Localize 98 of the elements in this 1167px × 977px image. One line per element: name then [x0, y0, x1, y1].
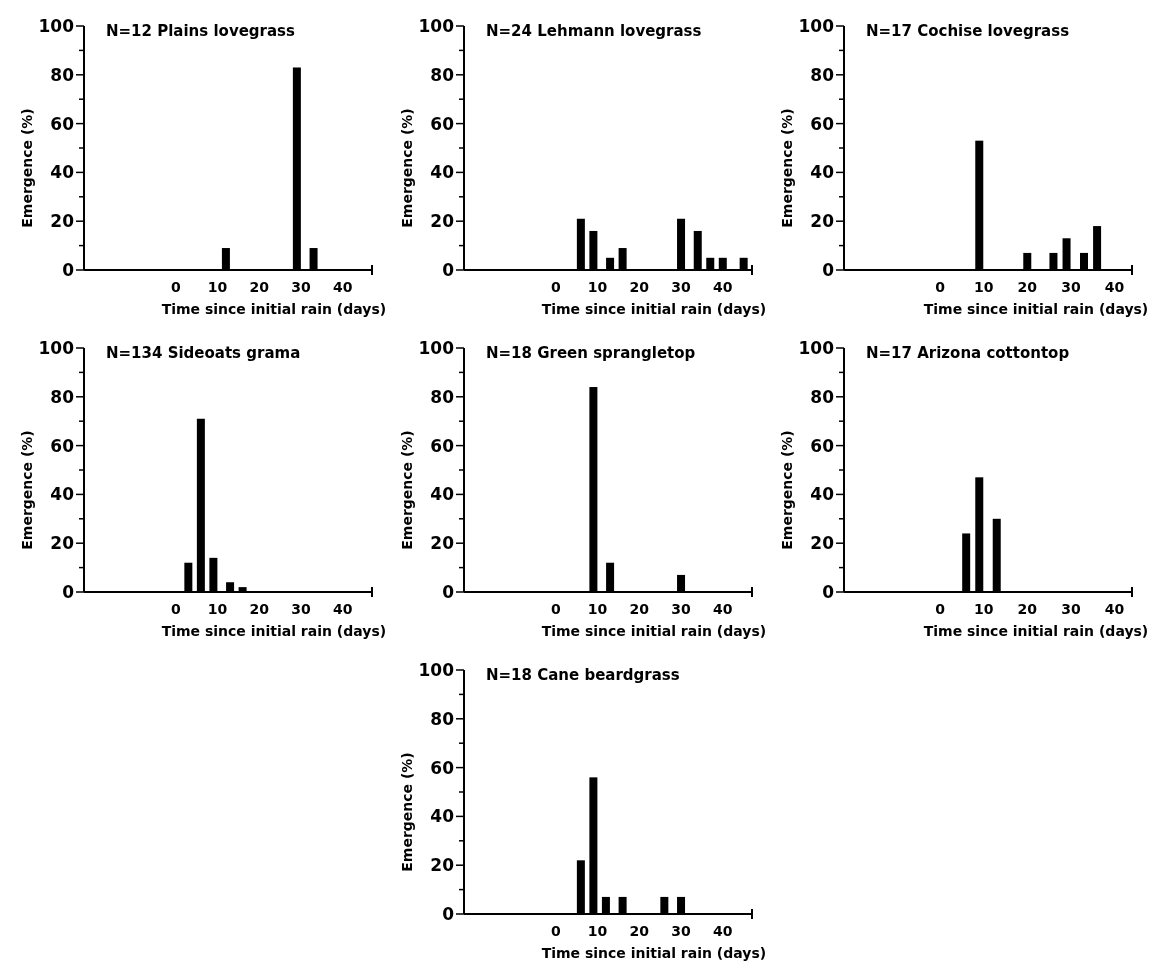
x-tick-label: 40	[1104, 601, 1125, 617]
y-tick-label: 60	[430, 757, 455, 778]
y-tick-label: 20	[50, 211, 75, 232]
y-tick-label: 20	[430, 533, 455, 554]
x-tick-label: 10	[973, 601, 994, 617]
y-axis-title: Emergence (%)	[19, 108, 35, 228]
x-tick-label: 20	[629, 923, 650, 939]
x-tick-label: 10	[207, 279, 228, 295]
x-tick-label: 0	[170, 279, 181, 295]
x-tick-label: 40	[713, 923, 733, 939]
x-axis-title: Time since initial rain (days)	[923, 301, 1149, 317]
x-tick-label: 30	[1061, 279, 1081, 295]
y-tick-label: 40	[50, 484, 75, 505]
y-tick-label: 60	[430, 113, 455, 134]
x-tick-label: 10	[207, 601, 228, 617]
x-axis-title: Time since initial rain (days)	[923, 623, 1149, 639]
x-tick-label: 30	[671, 923, 692, 939]
y-tick-label: 0	[822, 259, 835, 280]
x-tick-label: 40	[713, 601, 733, 617]
x-tick-label: 40	[333, 279, 353, 295]
chart-title: N=24 Lehmann lovegrass	[486, 22, 702, 40]
x-tick-label: 30	[671, 279, 692, 295]
y-tick-label: 0	[822, 581, 835, 602]
x-tick-label: 20	[1017, 279, 1038, 295]
y-tick-label: 60	[810, 435, 835, 456]
y-tick-label: 60	[430, 435, 455, 456]
y-tick-label: 20	[430, 211, 455, 232]
x-tick-label: 30	[671, 601, 692, 617]
y-tick-label: 100	[38, 15, 75, 36]
x-tick-label: 0	[550, 923, 561, 939]
y-tick-label: 0	[442, 259, 455, 280]
x-tick-label: 10	[587, 279, 608, 295]
y-tick-label: 100	[418, 337, 455, 358]
y-tick-label: 0	[62, 581, 75, 602]
y-tick-label: 80	[810, 64, 835, 85]
y-axis-title: Emergence (%)	[399, 752, 415, 872]
chart-title: N=17 Arizona cottontop	[866, 344, 1070, 362]
x-tick-label: 20	[1017, 601, 1038, 617]
y-tick-label: 0	[442, 581, 455, 602]
chart-title: N=134 Sideoats grama	[106, 344, 301, 362]
x-tick-label: 0	[550, 279, 561, 295]
x-axis-title: Time since initial rain (days)	[541, 301, 767, 317]
x-tick-label: 0	[170, 601, 181, 617]
x-tick-label: 0	[935, 279, 946, 295]
y-tick-label: 20	[50, 533, 75, 554]
y-tick-label: 20	[810, 533, 835, 554]
y-axis-title: Emergence (%)	[779, 108, 795, 228]
x-axis-title: Time since initial rain (days)	[161, 301, 387, 317]
y-tick-label: 100	[798, 15, 835, 36]
x-tick-label: 30	[291, 601, 312, 617]
x-tick-label: 40	[713, 279, 733, 295]
y-axis-title: Emergence (%)	[19, 430, 35, 550]
x-axis-title: Time since initial rain (days)	[161, 623, 387, 639]
y-tick-label: 20	[430, 855, 455, 876]
y-tick-label: 0	[442, 903, 455, 924]
chart-title: N=18 Cane beardgrass	[486, 666, 680, 684]
x-tick-label: 0	[550, 601, 561, 617]
x-axis-title: Time since initial rain (days)	[541, 623, 767, 639]
x-tick-label: 30	[1061, 601, 1081, 617]
y-tick-label: 80	[430, 708, 455, 729]
y-tick-label: 100	[798, 337, 835, 358]
y-tick-label: 20	[810, 211, 835, 232]
y-axis-title: Emergence (%)	[399, 430, 415, 550]
y-tick-label: 40	[810, 484, 835, 505]
x-tick-label: 20	[629, 601, 650, 617]
x-tick-label: 20	[629, 279, 650, 295]
y-tick-label: 40	[430, 806, 455, 827]
x-tick-label: 20	[249, 279, 270, 295]
x-tick-label: 10	[587, 601, 608, 617]
x-tick-label: 40	[333, 601, 353, 617]
x-axis-title: Time since initial rain (days)	[541, 945, 767, 961]
y-axis-title: Emergence (%)	[779, 430, 795, 550]
y-tick-label: 80	[810, 386, 835, 407]
y-tick-label: 60	[50, 435, 75, 456]
y-tick-label: 100	[38, 337, 75, 358]
y-tick-label: 80	[430, 64, 455, 85]
y-axis-title: Emergence (%)	[399, 108, 415, 228]
y-tick-label: 60	[810, 113, 835, 134]
y-tick-label: 100	[418, 15, 455, 36]
chart-title: N=18 Green sprangletop	[486, 344, 696, 362]
x-tick-label: 10	[973, 279, 994, 295]
y-tick-label: 40	[430, 162, 455, 183]
x-tick-label: 10	[587, 923, 608, 939]
y-tick-label: 80	[50, 386, 75, 407]
y-tick-label: 100	[418, 659, 455, 680]
x-tick-label: 0	[935, 601, 946, 617]
y-tick-label: 80	[50, 64, 75, 85]
chart-title: N=17 Cochise lovegrass	[866, 22, 1070, 40]
chart-title: N=12 Plains lovegrass	[106, 22, 296, 40]
y-tick-label: 80	[430, 386, 455, 407]
y-tick-label: 40	[50, 162, 75, 183]
y-tick-label: 40	[430, 484, 455, 505]
x-tick-label: 30	[291, 279, 312, 295]
x-tick-label: 40	[1104, 279, 1125, 295]
y-tick-label: 60	[50, 113, 75, 134]
x-tick-label: 20	[249, 601, 270, 617]
y-tick-label: 40	[810, 162, 835, 183]
y-tick-label: 0	[62, 259, 75, 280]
